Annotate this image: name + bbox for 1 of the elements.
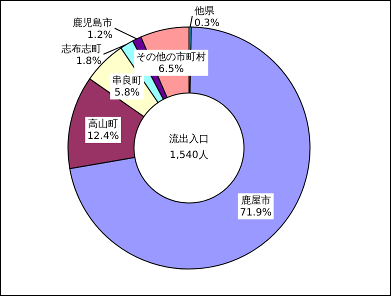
text: 流出入口 1,540人 — [169, 133, 209, 161]
